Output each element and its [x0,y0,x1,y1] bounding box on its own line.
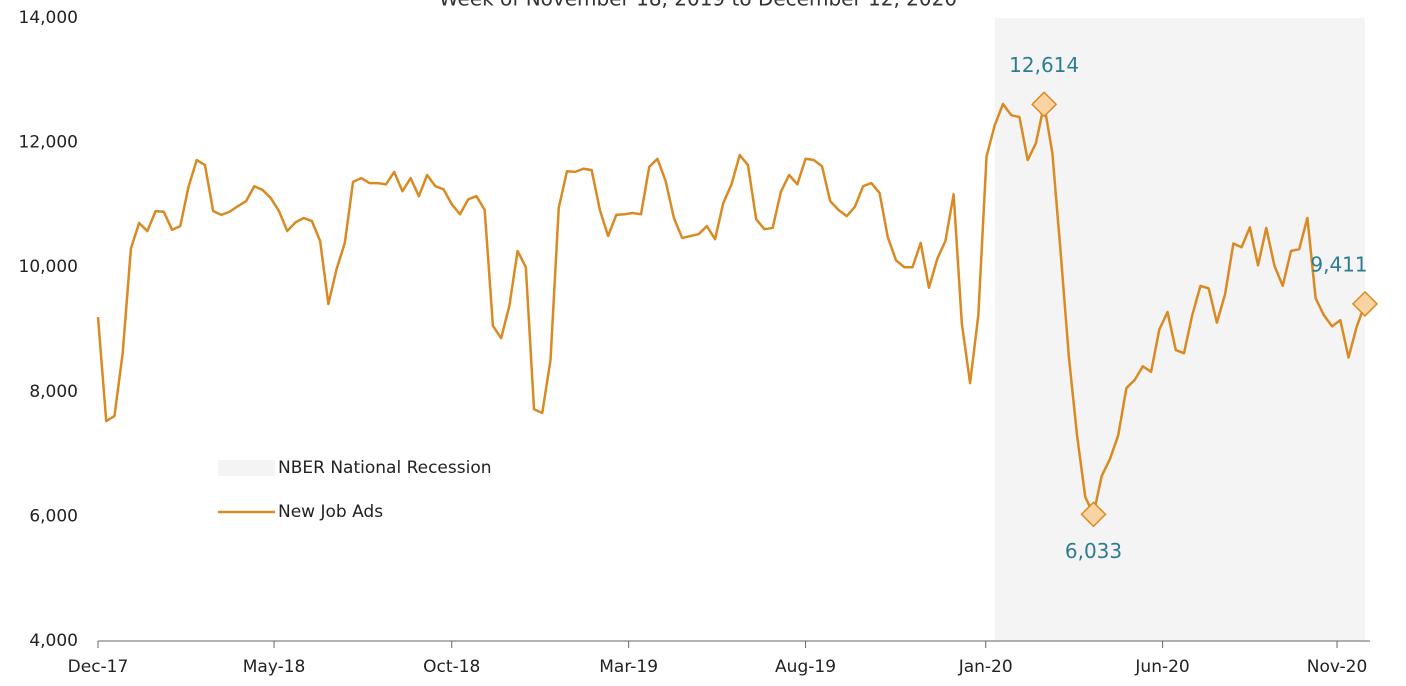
x-tick-label: Oct-18 [423,657,480,677]
y-tick-label: 6,000 [29,506,78,526]
highlight-marker [1080,501,1107,528]
series-line [96,102,1367,516]
y-tick-label: 8,000 [29,382,78,402]
chart-subtitle: Week of November 18, 2019 to December 12… [439,0,957,11]
y-tick-label: 10,000 [19,257,78,277]
legend-label: New Job Ads [278,502,383,522]
x-tick-label: Jun-20 [1134,657,1189,677]
x-tick-label: Dec-17 [68,657,129,677]
legend-swatch [218,460,275,476]
highlight-marker [1031,91,1058,118]
x-tick-label: Jan-20 [958,657,1013,677]
x-tick-label: May-18 [243,657,306,677]
highlight-marker [1351,290,1379,317]
annotation-label: 9,411 [1310,252,1367,276]
x-tick-label: Aug-19 [775,657,836,677]
annotation-label: 6,033 [1065,539,1122,563]
y-tick-label: 4,000 [29,631,78,651]
recession-band [994,18,1365,641]
x-tick-label: Mar-19 [599,657,658,677]
x-tick-label: Nov-20 [1307,657,1368,677]
y-tick-label: 12,000 [19,133,78,153]
y-tick-label: 14,000 [19,8,78,28]
annotation-label: 12,614 [1009,53,1079,77]
legend-label: NBER National Recession [278,458,492,478]
